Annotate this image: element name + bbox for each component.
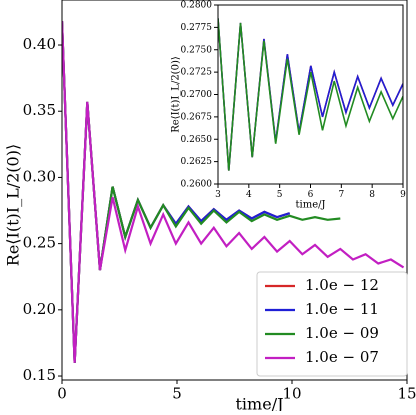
y-tick-label: 0.2700 xyxy=(181,90,213,100)
legend-label: 1.0e − 09 xyxy=(305,324,379,342)
x-tick-label: 15 xyxy=(397,385,416,403)
legend-label: 1.0e − 12 xyxy=(305,276,379,294)
x-tick-label: 10 xyxy=(282,385,301,403)
x-tick-label: 6 xyxy=(308,190,314,200)
series-line xyxy=(218,18,403,171)
x-tick-label: 0 xyxy=(57,385,67,403)
y-tick-label: 0.25 xyxy=(23,234,56,252)
y-tick-label: 0.2725 xyxy=(181,68,213,78)
y-tick-label: 0.2800 xyxy=(181,1,213,11)
x-tick-label: 3 xyxy=(215,190,221,200)
axes-frame xyxy=(61,0,408,381)
y-tick-label: 0.40 xyxy=(23,35,56,53)
legend-box xyxy=(256,271,408,377)
plot-background xyxy=(218,5,403,184)
legend-label: 1.0e − 11 xyxy=(305,300,379,318)
y-tick-label: 0.2675 xyxy=(181,112,213,122)
y-tick-label: 0.15 xyxy=(23,366,56,384)
y-tick-label: 0.35 xyxy=(23,101,56,119)
x-tick-label: 8 xyxy=(369,190,375,200)
x-axis-label: time/J xyxy=(296,200,326,211)
x-tick-label: 7 xyxy=(338,190,344,200)
y-tick-label: 0.2750 xyxy=(181,45,213,55)
y-tick-label: 0.2600 xyxy=(181,180,213,190)
series-line xyxy=(62,21,405,363)
y-tick-label: 0.2650 xyxy=(181,135,213,145)
series-line xyxy=(62,21,341,363)
y-axis-label: Re⟨I(t)I_L/2(0)⟩ xyxy=(171,56,182,133)
y-tick-label: 0.30 xyxy=(23,167,56,185)
x-tick-label: 5 xyxy=(172,385,182,403)
legend-label: 1.0e − 07 xyxy=(305,348,379,366)
x-tick-label: 9 xyxy=(400,190,406,200)
x-tick-label: 5 xyxy=(277,190,283,200)
y-tick-label: 0.2625 xyxy=(181,157,213,167)
y-tick-label: 0.20 xyxy=(23,300,56,318)
y-tick-label: 0.2775 xyxy=(181,23,213,33)
x-tick-label: 4 xyxy=(246,190,252,200)
x-axis-label: time/J xyxy=(236,395,284,412)
y-axis-label: Re⟨I(t)I_L/2(0)⟩ xyxy=(4,144,23,266)
